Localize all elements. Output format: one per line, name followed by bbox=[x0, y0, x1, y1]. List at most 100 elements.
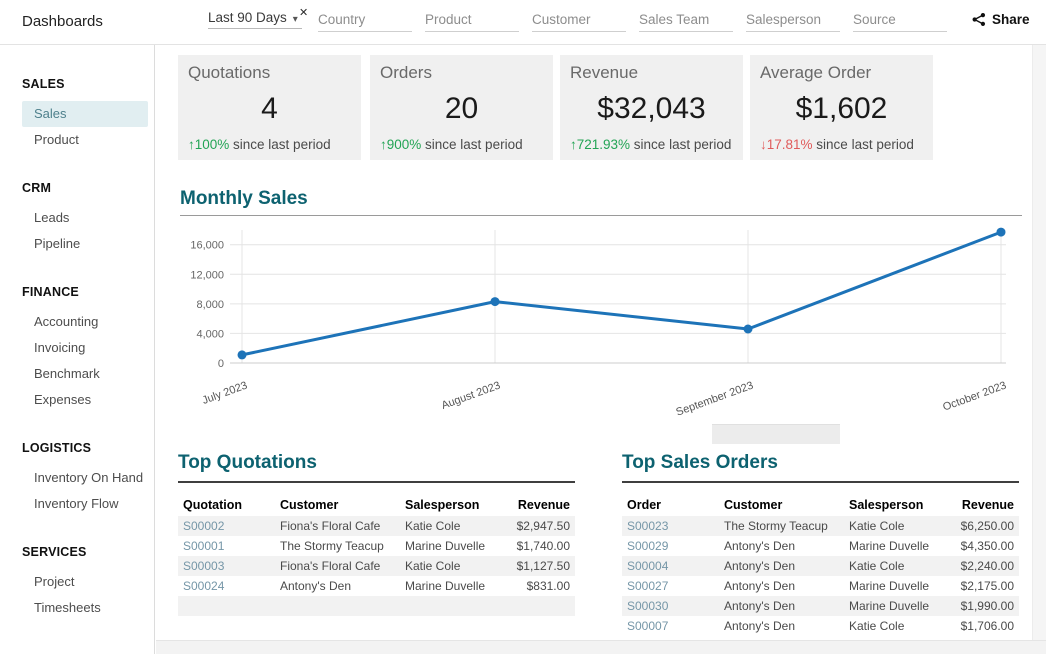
sidebar-item-leads[interactable]: Leads bbox=[22, 205, 148, 231]
record-link[interactable]: S00004 bbox=[622, 556, 719, 576]
kpi-delta-suffix: since last period bbox=[229, 137, 330, 152]
table-cell: Katie Cole bbox=[844, 516, 944, 536]
column-header-order: Order bbox=[622, 494, 719, 516]
sidebar-item-sales[interactable]: Sales bbox=[22, 101, 148, 127]
kpi-delta-percent: 721.93% bbox=[577, 137, 630, 152]
table-cell bbox=[178, 596, 275, 616]
record-link[interactable]: S00027 bbox=[622, 576, 719, 596]
kpi-delta: ↑900% since last period bbox=[380, 137, 543, 152]
y-axis-tick-label: 16,000 bbox=[190, 240, 224, 252]
period-filter-dropdown[interactable]: Last 90 Days ▾ bbox=[208, 10, 302, 29]
kpi-title: Orders bbox=[380, 63, 543, 83]
data-table: QuotationCustomerSalespersonRevenueS0000… bbox=[178, 494, 575, 616]
arrow-up-icon: ↑ bbox=[188, 137, 195, 152]
sidebar-section-sales: SALES SalesProduct bbox=[0, 75, 154, 153]
record-link[interactable]: S00001 bbox=[178, 536, 275, 556]
kpi-title: Revenue bbox=[570, 63, 733, 83]
table-cell bbox=[400, 596, 500, 616]
chevron-down-icon: ▾ bbox=[293, 14, 298, 25]
sales-line-series bbox=[242, 232, 1001, 355]
data-point[interactable] bbox=[997, 228, 1006, 237]
sidebar-item-inventory-flow[interactable]: Inventory Flow bbox=[22, 491, 148, 517]
kpi-delta: ↑100% since last period bbox=[188, 137, 351, 152]
salesperson-filter-input[interactable] bbox=[746, 8, 840, 32]
record-link[interactable]: S00007 bbox=[622, 616, 719, 636]
country-filter-input[interactable] bbox=[318, 8, 412, 32]
sidebar-item-product[interactable]: Product bbox=[22, 127, 148, 153]
customer-filter-input[interactable] bbox=[532, 8, 626, 32]
kpi-delta-suffix: since last period bbox=[630, 137, 731, 152]
kpi-card-average-order: Average Order $1,602 ↓17.81% since last pe… bbox=[750, 55, 933, 160]
table-cell: Marine Duvelle bbox=[844, 596, 944, 616]
vertical-scrollbar[interactable] bbox=[1032, 45, 1046, 654]
x-axis-tick-label: September 2023 bbox=[674, 380, 755, 419]
sidebar-item-project[interactable]: Project bbox=[22, 569, 148, 595]
data-point[interactable] bbox=[744, 325, 753, 334]
record-link[interactable]: S00003 bbox=[178, 556, 275, 576]
sidebar-item-invoicing[interactable]: Invoicing bbox=[22, 335, 148, 361]
table-row: S00027Antony's DenMarine Duvelle$2,175.0… bbox=[622, 576, 1019, 596]
table-cell: $1,706.00 bbox=[944, 616, 1019, 636]
sidebar-item-accounting[interactable]: Accounting bbox=[22, 309, 148, 335]
table-row: S00002Fiona's Floral CafeKatie Cole$2,94… bbox=[178, 516, 575, 536]
sidebar-item-timesheets[interactable]: Timesheets bbox=[22, 595, 148, 621]
sidebar-item-inventory-on-hand[interactable]: Inventory On Hand bbox=[22, 465, 148, 491]
record-link[interactable]: S00030 bbox=[622, 596, 719, 616]
kpi-delta: ↑721.93% since last period bbox=[570, 137, 733, 152]
record-link[interactable]: S00029 bbox=[622, 536, 719, 556]
arrow-up-icon: ↑ bbox=[570, 137, 577, 152]
y-axis-tick-label: 8,000 bbox=[196, 299, 224, 311]
sidebar-item-expenses[interactable]: Expenses bbox=[22, 387, 148, 413]
table-row: S00001The Stormy TeacupMarine Duvelle$1,… bbox=[178, 536, 575, 556]
kpi-card-revenue: Revenue$32,043↑721.93% since last period bbox=[560, 55, 743, 160]
app-title: Dashboards bbox=[22, 13, 103, 30]
table-cell: Antony's Den bbox=[719, 556, 844, 576]
horizontal-scrollbar[interactable] bbox=[156, 640, 1046, 654]
kpi-delta-percent: 17.81% bbox=[767, 137, 813, 152]
sidebar-item-pipeline[interactable]: Pipeline bbox=[22, 231, 148, 257]
sales-team-filter-input[interactable] bbox=[639, 8, 733, 32]
table-cell: $2,240.00 bbox=[944, 556, 1019, 576]
monthly-sales-title: Monthly Sales bbox=[180, 188, 1022, 216]
x-axis-tick-label: July 2023 bbox=[201, 380, 249, 407]
table-cell: $1,990.00 bbox=[944, 596, 1019, 616]
sidebar-section-label: CRM bbox=[22, 179, 154, 197]
column-header-customer: Customer bbox=[719, 494, 844, 516]
record-link[interactable]: S00023 bbox=[622, 516, 719, 536]
sidebar-section-label: SALES bbox=[22, 75, 154, 93]
kpi-value: $1,602 bbox=[760, 92, 923, 126]
table-row: S00004Antony's DenKatie Cole$2,240.00 bbox=[622, 556, 1019, 576]
top-quotations-table: QuotationCustomerSalespersonRevenueS0000… bbox=[178, 494, 575, 616]
arrow-down-icon: ↓ bbox=[760, 137, 767, 152]
record-link[interactable]: S00002 bbox=[178, 516, 275, 536]
table-row: S00030Antony's DenMarine Duvelle$1,990.0… bbox=[622, 596, 1019, 616]
data-point[interactable] bbox=[491, 297, 500, 306]
table-cell: Antony's Den bbox=[719, 616, 844, 636]
kpi-delta-suffix: since last period bbox=[421, 137, 522, 152]
table-cell: Fiona's Floral Cafe bbox=[275, 556, 400, 576]
kpi-delta-percent: 900% bbox=[387, 137, 422, 152]
table-cell: The Stormy Teacup bbox=[275, 536, 400, 556]
kpi-delta-percent: 100% bbox=[195, 137, 230, 152]
kpi-card-orders: Orders20↑900% since last period bbox=[370, 55, 553, 160]
share-button[interactable]: Share bbox=[972, 12, 1030, 27]
table-cell: Antony's Den bbox=[719, 596, 844, 616]
arrow-up-icon: ↑ bbox=[380, 137, 387, 152]
product-filter-input[interactable] bbox=[425, 8, 519, 32]
table-cell: Katie Cole bbox=[844, 556, 944, 576]
table-cell bbox=[500, 596, 575, 616]
table-row: S00023The Stormy TeacupKatie Cole$6,250.… bbox=[622, 516, 1019, 536]
table-cell: Marine Duvelle bbox=[400, 576, 500, 596]
kpi-title: Average Order bbox=[760, 63, 923, 83]
period-filter-value: Last 90 Days bbox=[208, 10, 287, 25]
data-table: OrderCustomerSalespersonRevenueS00023The… bbox=[622, 494, 1019, 636]
sidebar-item-benchmark[interactable]: Benchmark bbox=[22, 361, 148, 387]
source-filter-input[interactable] bbox=[853, 8, 947, 32]
sidebar-section-services: SERVICESProjectTimesheets bbox=[0, 543, 154, 621]
kpi-delta-suffix: since last period bbox=[813, 137, 914, 152]
clear-filter-icon[interactable]: ✕ bbox=[299, 6, 308, 19]
record-link[interactable]: S00024 bbox=[178, 576, 275, 596]
data-point[interactable] bbox=[238, 350, 247, 359]
sidebar-section-logistics: LOGISTICSInventory On HandInventory Flow bbox=[0, 439, 154, 517]
chart-hscroll-thumb[interactable] bbox=[712, 424, 840, 444]
